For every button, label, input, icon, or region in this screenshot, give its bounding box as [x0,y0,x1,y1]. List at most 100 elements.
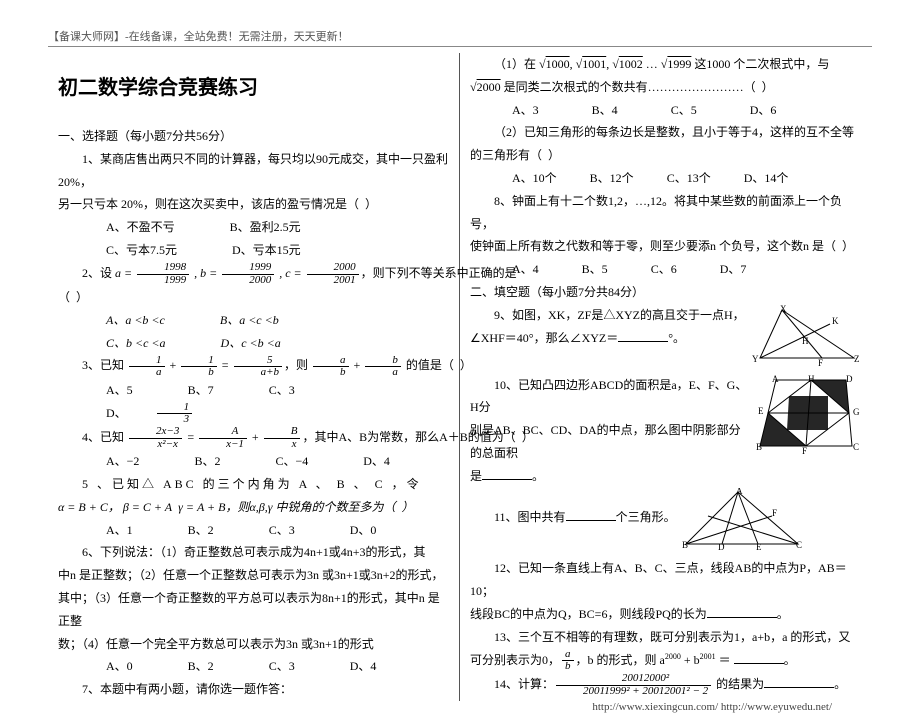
q5-line2: α = B + C， β = C + A γ = A + B，则α,β,γ 中锐… [58,496,449,519]
svg-text:H: H [802,336,809,346]
q5-opt-c: C、3 [245,519,295,542]
r1-line1: （1）在 √1000, √1001, √1002 … √1999 这1000 个… [470,53,862,76]
r1-opt-a: A、3 [512,103,539,117]
q2-end: （ ） [58,286,449,309]
q8-line2: 使钟面上所有数之代数和等于零，则至少要添n 个负号，这个数n 是（ ） [470,235,862,258]
q13-line1: 13、三个互不相等的有理数，既可分别表示为1，a+b，a 的形式，又 [470,626,862,649]
svg-text:K: K [832,316,839,326]
q10-line3: 是。 [470,465,862,488]
q12-line2: 线段BC的中点为Q，BC=6，则线段PQ的长为。 [470,603,862,626]
q10-diagram: A D B C E G H F [756,374,862,462]
q6-opt-d: D、4 [326,655,377,678]
svg-text:Y: Y [752,354,759,364]
q4-opt-c: C、−4 [251,450,308,473]
q3-f4d: b [313,367,349,379]
svg-text:D: D [846,374,853,384]
q1-line2: 另一只亏本 20%，则在这次买卖中，该店的盈亏情况是（ ） [58,193,449,216]
r2-opt-a: A、10个 [512,171,557,185]
q3-opt-c: C、3 [245,379,295,402]
svg-text:H: H [808,374,815,384]
q2-b-eq: , b = [191,266,220,280]
q4-f1n: 2x−3 [129,426,182,439]
q6-opt-b: B、2 [164,655,214,678]
r1-opt-d: D、6 [750,103,777,117]
r2-opt-c: C、13个 [667,171,711,185]
page-header: 【备课大师网】-在线备课，全站免费！无需注册，天天更新！ [48,28,872,47]
q4-f2n: A [199,426,247,439]
q3-f2d: b [181,367,217,379]
q13-dot: 。 [784,653,796,667]
q3-f5d: a [365,367,401,379]
q3-line: 3、已知 1a + 1b = 5a+b，则 ab + ba 的值是（ ） [58,354,449,378]
q11-diagram: A B C D E F [682,488,802,558]
q4-line: 4、已知 2x−3x²−x = Ax−1 + Bx，其中A、B为常数，那么A＋B… [58,426,449,450]
q3-pre: 3、已知 [82,358,127,372]
q9-diagram: X Y Z K F H [752,304,862,374]
q2-c-num: 2000 [307,262,359,275]
q1-opt-a: A、不盈不亏 [82,216,175,239]
r1-mid: 这1000 个二次根式中，与 [691,57,829,71]
r1-pre: （1）在 [494,57,539,71]
q8-opt-a: A、4 [512,262,539,276]
svg-text:D: D [718,542,725,550]
svg-text:E: E [758,406,764,416]
q14-fd: 20011999² + 20012001² − 2 [556,686,711,698]
r1-s1: 1000 [546,57,570,71]
q14-line: 14、计算：20012000²20011999² + 20012001² − 2… [470,673,862,697]
svg-text:X: X [780,304,787,314]
q4-opt-d: D、4 [339,450,390,473]
q2-b-den: 2000 [222,275,274,287]
q3-opt-b: B、7 [164,379,214,402]
q2-opt-c: C、b <c <a [82,332,166,355]
q8-opt-d: D、7 [720,262,747,276]
r2-line2: 的三角形有（ ） [470,144,862,167]
q3-mid: ，则 [284,358,311,372]
q2-opt-d: D、c <b <a [197,332,281,355]
q2-opt-a: A、a <b <c [82,309,165,332]
r2-line1: （2）已知三角形的每条边长是整数，且小于等于4，这样的互不全等 [470,121,862,144]
q2-line: 2、设 a = 19981999 , b = 19992000 , c = 20… [58,262,449,286]
q12-line1: 12、已知一条直线上有A、B、C、三点，线段AB的中点为P，AB＝10； [470,557,862,603]
q6-line3: 其中；（3）任意一个奇正整数的平方总可以表示为8n+1的形式，其中n 是正整 [58,587,449,633]
q4-f1d: x²−x [129,439,182,451]
q6-line2: 中n 是正整数；（2）任意一个正整数总可表示为3n 或3n+1或3n+2的形式， [58,564,449,587]
r1-opt-c: C、5 [671,103,697,117]
q12-dot: 。 [777,607,789,621]
q4-f3n: B [264,426,301,439]
q5-opt-d: D、0 [326,519,377,542]
r1-end: 是同类二次根式的个数共有……………………（ ） [501,80,774,94]
q8-line1: 8、钟面上有十二个数1,2，…,12。将其中某些数的前面添上一个负号， [470,190,862,236]
doc-title: 初二数学综合竞赛练习 [58,69,449,107]
svg-text:A: A [736,488,743,496]
q4-opt-b: B、2 [170,450,220,473]
q13-fd: b [562,661,574,673]
svg-text:C: C [796,540,802,550]
q5-line1: 5 、已知△ ABC 的三个内角为 A 、 B 、 C ，令 [58,473,449,496]
q1-opt-c: C、亏本7.5元 [82,239,177,262]
q4-opt-a: A、−2 [82,450,139,473]
q13-line2: 可分别表示为0，ab，b 的形式，则 a2000 + b2001 ＝ 。 [470,649,862,673]
r1-s4: 1999 [667,57,691,71]
q2-opt-b: B、a <c <b [196,309,279,332]
r1-opt-b: B、4 [592,103,618,117]
q11-line: 11、图中共有个三角形。 [470,488,862,529]
q2-a-num: 1998 [137,262,189,275]
q2-a-eq: a = [115,266,135,280]
section2-label: 二、填空题（每小题7分共84分） [470,281,862,304]
q8-opt-b: B、5 [582,262,608,276]
svg-text:F: F [772,508,777,518]
q6-line1: 6、下列说法：（1）奇正整数总可表示成为4n+1或4n+3的形式，其 [58,541,449,564]
q13-exp2: 2001 [700,652,716,661]
q10-dot: 。 [532,469,544,483]
q1-opt-b: B、盈利2.5元 [206,216,301,239]
q2-c-den: 2001 [307,275,359,287]
svg-text:F: F [818,358,823,366]
r1-line2: √2000 是同类二次根式的个数共有……………………（ ） [470,76,862,99]
q14-dot: 。 [834,677,846,691]
r1-s5: 2000 [477,80,501,94]
q4-pre: 4、已知 [82,430,127,444]
q4-f3d: x [264,439,301,451]
q1-line1: 1、某商店售出两只不同的计算器，每只均以90元成交，其中一只盈利20%， [58,148,449,194]
svg-text:E: E [756,542,762,550]
q1-opt-d: D、亏本15元 [208,239,301,262]
